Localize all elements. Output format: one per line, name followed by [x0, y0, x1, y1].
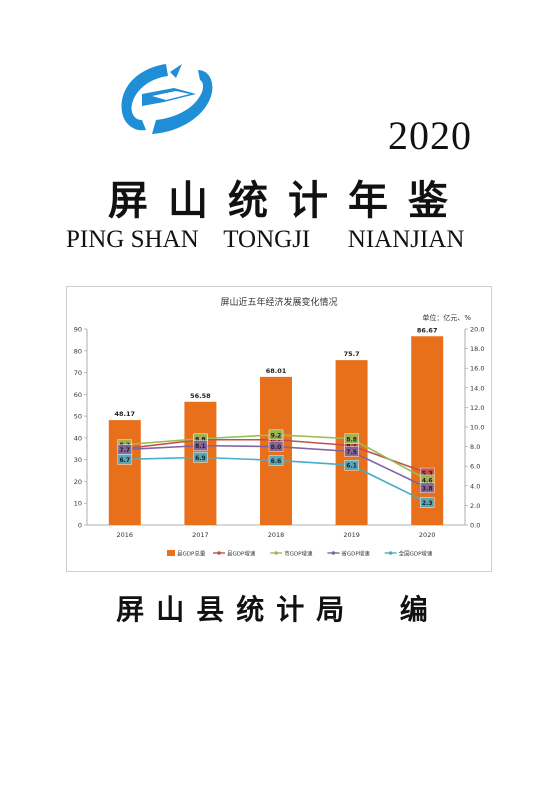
left-tick-label: 40: [74, 434, 82, 442]
legend-label: 全国GDP增速: [399, 550, 433, 558]
x-tick-label: 2018: [268, 531, 285, 539]
cover-editor: 屏山县统计局 编: [116, 593, 440, 626]
bar-data-label: 68.01: [266, 367, 287, 375]
series-data-label: 4.6: [422, 477, 433, 484]
chart-unit-note: 单位：亿元、%: [422, 313, 471, 322]
legend-label: 县GDP增速: [227, 550, 256, 558]
left-tick-label: 30: [74, 456, 82, 464]
series-point: [117, 454, 133, 465]
series-point: [268, 455, 284, 466]
series-data-label: 8.1: [195, 443, 206, 450]
left-tick-label: 20: [74, 478, 82, 486]
right-tick-label: 16.0: [470, 365, 484, 373]
bar-gdp-total: [108, 420, 141, 525]
series-point: [344, 446, 359, 457]
legend-label: 市GDP增速: [284, 550, 313, 558]
legend-marker: [388, 551, 393, 555]
series-point: [268, 441, 284, 452]
series-data-label: 7.5: [346, 449, 357, 456]
right-tick-label: 2.0: [470, 502, 480, 510]
bar-data-label: 86.67: [417, 326, 438, 334]
right-tick-label: 4.0: [470, 482, 480, 490]
series-data-label: 6.7: [119, 457, 130, 464]
x-tick-label: 2020: [419, 531, 436, 539]
series-data-label: 6.1: [346, 463, 357, 470]
series-point: [344, 433, 359, 445]
legend-label: 县GDP总量: [177, 550, 206, 558]
left-tick-label: 10: [74, 500, 82, 508]
series-data-label: 7.7: [119, 447, 130, 454]
left-tick-label: 60: [74, 391, 82, 399]
x-tick-label: 2019: [343, 531, 360, 539]
right-tick-label: 6.0: [470, 463, 480, 471]
cover-year: 2020: [388, 113, 472, 158]
statistics-bureau-logo-icon: [112, 60, 222, 138]
series-point: [268, 429, 284, 441]
legend-marker: [217, 551, 221, 555]
legend-label: 省GDP增速: [341, 550, 370, 558]
right-tick-label: 0.0: [470, 522, 480, 530]
subtitle-part: NIANJIAN: [347, 226, 465, 253]
right-tick-label: 8.0: [470, 443, 480, 451]
left-tick-label: 80: [74, 347, 82, 355]
series-data-label: 6.9: [195, 455, 206, 462]
cover-title: 屏山统计年鉴: [108, 178, 468, 224]
series-data-label: 5.3: [422, 471, 433, 478]
bar-data-label: 48.17: [115, 410, 136, 418]
legend-marker: [331, 551, 336, 555]
left-tick-label: 90: [74, 326, 82, 334]
chart-title: 屏山近五年经济发展变化情况: [220, 296, 337, 308]
series-data-label: 8.0: [271, 444, 282, 451]
x-tick-label: 2016: [117, 531, 134, 539]
right-tick-label: 20.0: [470, 326, 484, 334]
bar-data-label: 56.58: [190, 392, 211, 400]
bar-data-label: 75.7: [344, 350, 360, 358]
subtitle-part: PING SHAN: [66, 226, 199, 253]
left-tick-label: 0: [78, 522, 82, 530]
legend-swatch: [167, 550, 175, 556]
subtitle-part: TONGJI: [223, 226, 311, 253]
series-data-label: 8.8: [195, 436, 206, 443]
series-point: [344, 459, 359, 471]
left-tick-label: 50: [74, 413, 82, 421]
series-data-label: 9.2: [271, 432, 282, 439]
series-point: [193, 452, 208, 463]
bar-gdp-total: [184, 401, 217, 525]
cover-subtitle: PING SHAN TONGJI NIANJIAN: [66, 226, 464, 254]
series-data-label: 8.8: [346, 436, 357, 443]
series-data-label: 3.8: [422, 485, 433, 492]
series-point: [193, 440, 208, 451]
series-point: [419, 482, 435, 494]
right-tick-label: 10.0: [470, 424, 484, 432]
legend-marker: [274, 551, 278, 555]
left-tick-label: 70: [74, 369, 82, 377]
x-tick-label: 2017: [192, 531, 209, 539]
economic-chart: 屏山近五年经济发展变化情况单位：亿元、% 0 10 20 30 40 50 60 70 80 90 0…: [66, 286, 492, 572]
series-point: [419, 497, 435, 508]
right-tick-label: 12.0: [470, 404, 484, 412]
bar-gdp-total: [411, 336, 444, 525]
series-data-label: 8.7: [271, 437, 282, 444]
series-data-label: 6.6: [271, 458, 282, 465]
right-tick-label: 18.0: [470, 345, 484, 353]
right-tick-label: 14.0: [470, 384, 484, 392]
series-data-label: 2.3: [422, 500, 433, 507]
